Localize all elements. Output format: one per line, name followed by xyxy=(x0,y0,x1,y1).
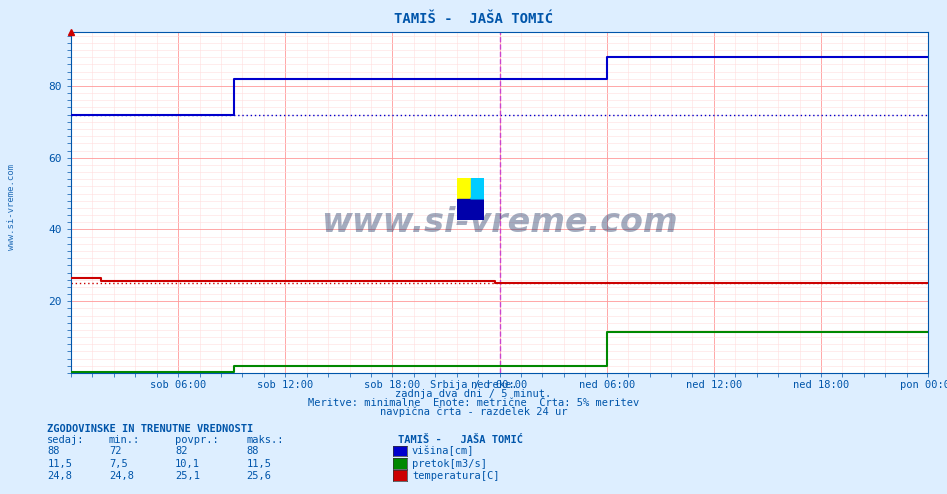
Text: TAMIŠ -  JAŠA TOMIĆ: TAMIŠ - JAŠA TOMIĆ xyxy=(394,12,553,26)
Text: TAMIŠ -   JAŠA TOMIĆ: TAMIŠ - JAŠA TOMIĆ xyxy=(398,435,523,445)
Text: 11,5: 11,5 xyxy=(246,459,271,469)
Text: ZGODOVINSKE IN TRENUTNE VREDNOSTI: ZGODOVINSKE IN TRENUTNE VREDNOSTI xyxy=(47,424,254,434)
Text: 11,5: 11,5 xyxy=(47,459,72,469)
Text: maks.:: maks.: xyxy=(246,435,284,445)
Text: navpična črta - razdelek 24 ur: navpična črta - razdelek 24 ur xyxy=(380,407,567,417)
Text: 82: 82 xyxy=(175,447,188,456)
Text: 25,6: 25,6 xyxy=(246,471,271,481)
Text: 88: 88 xyxy=(47,447,60,456)
Text: Srbija / reke.: Srbija / reke. xyxy=(430,380,517,390)
Text: 88: 88 xyxy=(246,447,259,456)
Text: zadnja dva dni / 5 minut.: zadnja dva dni / 5 minut. xyxy=(396,389,551,399)
Text: sedaj:: sedaj: xyxy=(47,435,85,445)
Text: 24,8: 24,8 xyxy=(47,471,72,481)
Text: pretok[m3/s]: pretok[m3/s] xyxy=(412,459,487,469)
Text: 10,1: 10,1 xyxy=(175,459,200,469)
Text: min.:: min.: xyxy=(109,435,140,445)
Text: www.si-vreme.com: www.si-vreme.com xyxy=(321,206,678,240)
Text: povpr.:: povpr.: xyxy=(175,435,219,445)
Bar xyxy=(471,178,484,199)
Bar xyxy=(457,199,484,220)
Text: 72: 72 xyxy=(109,447,121,456)
Text: 25,1: 25,1 xyxy=(175,471,200,481)
Text: www.si-vreme.com: www.si-vreme.com xyxy=(7,165,16,250)
Bar xyxy=(457,178,471,199)
Text: temperatura[C]: temperatura[C] xyxy=(412,471,499,481)
Polygon shape xyxy=(471,178,484,199)
Text: višina[cm]: višina[cm] xyxy=(412,446,474,456)
Text: Meritve: minimalne  Enote: metrične  Črta: 5% meritev: Meritve: minimalne Enote: metrične Črta:… xyxy=(308,398,639,408)
Text: 7,5: 7,5 xyxy=(109,459,128,469)
Polygon shape xyxy=(471,199,484,220)
Text: 24,8: 24,8 xyxy=(109,471,134,481)
